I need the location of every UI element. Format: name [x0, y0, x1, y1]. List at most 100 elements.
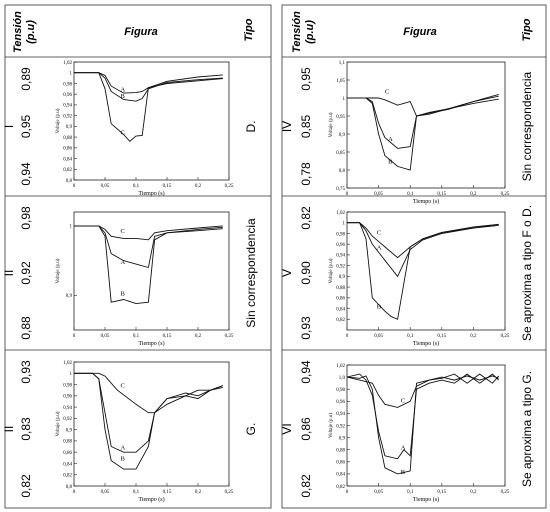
series-label-C: C: [121, 228, 125, 235]
y-tick-label: 0,96: [63, 93, 72, 98]
series-label-B: B: [377, 304, 382, 311]
y-tick-label: 0,92: [336, 264, 345, 269]
plot-frame: [73, 61, 230, 181]
series-label-C: C: [401, 398, 405, 405]
x-tick-label: 0: [346, 490, 349, 495]
x-axis-label: Tiempo (s): [138, 190, 164, 197]
y-axis-label: Voltaje (p.u): [56, 411, 61, 436]
series-label-A: A: [121, 444, 126, 451]
x-tick-label: 0: [346, 334, 349, 339]
tipo-value: G.: [244, 423, 258, 436]
voltage-value: 0,93: [19, 360, 33, 384]
y-tick-label: 0,88: [336, 449, 345, 454]
series-label-B: B: [121, 456, 126, 463]
voltage-value: 0,78: [299, 162, 313, 186]
series-line-C: [347, 95, 499, 117]
x-axis-label: Tiempo (s): [138, 340, 164, 347]
y-tick-label: 0,86: [336, 297, 345, 302]
series-label-A: A: [377, 245, 382, 252]
type-roman-numeral: II: [2, 426, 16, 433]
y-tick-label: 0,82: [63, 168, 72, 173]
table-frame-0: [4, 4, 272, 509]
y-tick-label: 0,9: [339, 133, 346, 138]
header-tension-right: Tensión: [291, 11, 303, 53]
y-tick-label: 0,82: [336, 485, 345, 490]
series-line-C: [74, 372, 223, 414]
x-tick-label: 0,05: [101, 334, 110, 339]
type-roman-numeral: I: [2, 125, 16, 128]
y-tick-label: 0,84: [63, 462, 72, 467]
x-tick-label: 0,25: [225, 334, 234, 339]
plot-frame: [346, 211, 506, 331]
x-tick-label: 0: [73, 490, 76, 495]
sag-chart: 0,82 0,84 0,86 0,88 0,9 0,92 0,94 0,96 0,98 1,0 1,…: [329, 364, 510, 503]
y-tick-label: 1: [343, 222, 346, 227]
y-tick-label: 0,96: [336, 400, 345, 405]
x-tick-label: 0: [346, 192, 349, 197]
y-axis-label: Voltaje (p.u): [329, 112, 334, 137]
x-axis-label: Tiempo (s): [413, 496, 439, 503]
x-tick-label: 0,05: [374, 490, 383, 495]
y-axis-label: Voltaje (p.u): [56, 108, 61, 133]
y-tick-label: 0,98: [336, 388, 345, 393]
header-tipo-right: Tipo: [521, 18, 533, 41]
voltage-value: 0,86: [299, 417, 313, 441]
series-line-A: [74, 225, 223, 269]
table-frames: [4, 4, 547, 509]
y-tick-label: 1: [70, 372, 73, 377]
x-tick-label: 0,1: [407, 192, 414, 197]
voltage-value: 0,94: [299, 360, 313, 384]
y-tick-label: 0,92: [336, 424, 345, 429]
header-figura-right: Figura: [403, 26, 437, 38]
tipo-value: Se aproxima a tipo G.: [520, 371, 534, 487]
y-tick-label: 0,92: [63, 114, 72, 119]
series-label-C: C: [121, 382, 125, 389]
y-tick-label: 0,8: [339, 169, 346, 174]
x-tick-label: 0,15: [437, 490, 446, 495]
y-tick-label: 0,98: [63, 383, 72, 388]
y-tick-label: 1,02: [336, 211, 345, 216]
voltage-value: 0,95: [19, 114, 33, 138]
y-tick-label: 0,86: [63, 147, 72, 152]
series-label-B: B: [388, 159, 393, 166]
y-tick-label: 0,92: [63, 417, 72, 422]
y-tick-label: 1,0: [339, 376, 346, 381]
series-line-B: [74, 372, 223, 470]
x-tick-label: 0,25: [501, 192, 510, 197]
series-label-C: C: [121, 129, 125, 136]
series-line-A: [347, 222, 499, 278]
x-tick-label: 0,2: [195, 490, 202, 495]
y-tick-label: 0,9: [66, 294, 73, 299]
y-tick-label: 0,94: [63, 406, 72, 411]
x-tick-label: 0,2: [470, 192, 477, 197]
y-tick-label: 0,84: [336, 307, 345, 312]
y-tick-label: 0,9: [66, 428, 73, 433]
voltage-value: 0,89: [19, 67, 33, 91]
voltage-value: 0,83: [19, 417, 33, 441]
series-line-B: [347, 93, 499, 171]
y-tick-label: 1,02: [336, 364, 345, 369]
x-tick-label: 0,15: [437, 192, 446, 197]
voltage-value: 0,98: [19, 206, 33, 230]
x-tick-label: 0,25: [225, 184, 234, 189]
y-tick-label: 1,02: [63, 361, 72, 366]
series-line-B: [74, 225, 223, 305]
voltage-value: 0,92: [19, 261, 33, 285]
x-tick-label: 0: [73, 334, 76, 339]
y-tick-label: 0,85: [336, 151, 345, 156]
x-tick-label: 0,1: [133, 184, 140, 189]
y-tick-label: 0,84: [336, 473, 345, 478]
table-row-2: 0,95 0,85 0,78 IV Sin correspondencia 0,75 0,8…: [280, 61, 534, 205]
voltage-value: 0,93: [299, 316, 313, 340]
sag-chart: 0,8 0,82 0,84 0,86 0,88 0,9 0,92 0,94 0,96 0,98 1 1…: [56, 61, 234, 197]
y-axis-label: Voltaje (p.u): [329, 258, 334, 283]
y-tick-label: 0,94: [336, 254, 345, 259]
x-tick-label: 0,2: [470, 334, 477, 339]
x-tick-label: 0,05: [374, 192, 383, 197]
header-tension-left: Tensión: [12, 11, 24, 53]
y-tick-label: 0,8: [66, 179, 73, 184]
x-tick-label: 0,25: [501, 334, 510, 339]
y-tick-label: 1,02: [63, 61, 72, 66]
series-label-B: B: [121, 290, 126, 297]
